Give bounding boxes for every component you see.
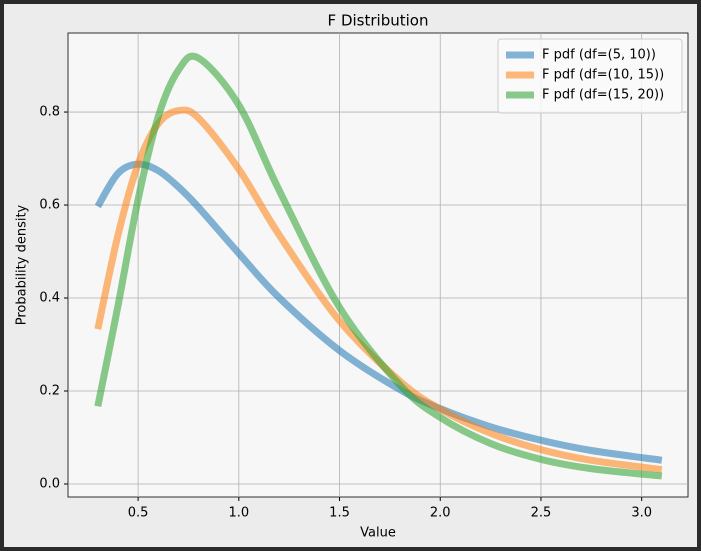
line-series (94, 52, 663, 480)
y-tick-label: 0.8 (39, 105, 60, 120)
line-series (94, 106, 663, 474)
x-tick-label: 2.0 (430, 506, 451, 521)
x-tick-label: 2.5 (531, 506, 552, 521)
legend-label: F pdf (df=(5, 10)) (542, 48, 656, 63)
legend-box (497, 38, 683, 114)
x-tick-label: 1.0 (228, 506, 249, 521)
legend-label: F pdf (df=(15, 20)) (542, 88, 664, 103)
y-tick-label: 0.6 (39, 198, 60, 213)
x-tick-label: 1.5 (329, 506, 350, 521)
legend-label: F pdf (df=(10, 15)) (542, 68, 664, 83)
x-axis-label: Value (360, 526, 396, 541)
chart-title: F Distribution (328, 12, 429, 30)
y-tick-label: 0.0 (39, 476, 60, 491)
x-tick-label: 0.5 (128, 506, 149, 521)
y-tick-label: 0.4 (39, 291, 60, 306)
y-axis-label: Probability density (15, 204, 30, 325)
y-tick-label: 0.2 (39, 383, 60, 398)
x-tick-label: 3.0 (631, 506, 652, 521)
